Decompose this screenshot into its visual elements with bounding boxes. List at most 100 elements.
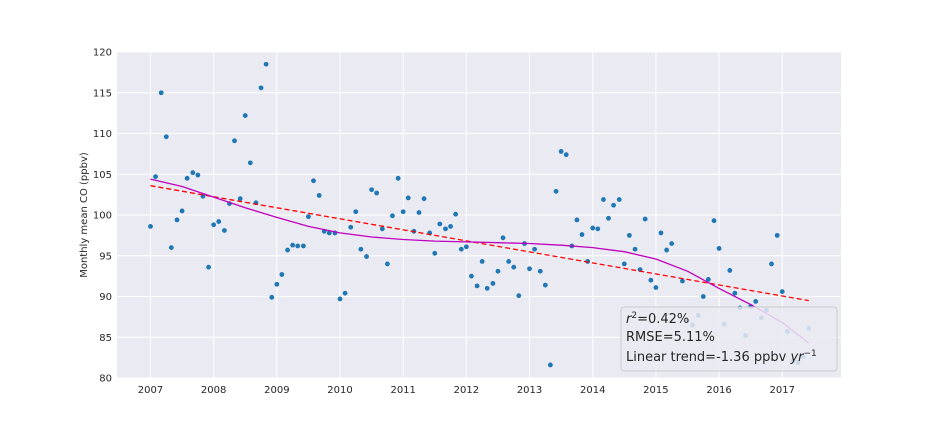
data-point (285, 247, 290, 253)
data-point (206, 264, 212, 270)
data-point (563, 152, 569, 158)
data-point (511, 264, 517, 270)
data-point (732, 290, 738, 296)
r-squared-text: r2=0.42% (626, 311, 689, 327)
data-point (337, 296, 343, 302)
data-point (384, 261, 390, 267)
data-point (527, 266, 532, 272)
data-point (532, 246, 537, 252)
data-point (700, 294, 706, 299)
data-point (184, 175, 190, 181)
y-tick-label: 120 (93, 48, 112, 59)
data-point (390, 213, 395, 219)
data-point (358, 246, 364, 252)
r2-symbol: r (626, 312, 633, 327)
x-tick-label: 2008 (201, 385, 226, 396)
data-point (295, 243, 301, 249)
trend-unit: yr (789, 350, 805, 365)
data-point (626, 232, 632, 238)
stats-annotation: r2=0.42% RMSE=5.11% Linear trend=-1.36 p… (620, 306, 838, 372)
data-point (221, 228, 227, 233)
y-tick-label: 95 (99, 251, 112, 262)
data-point (506, 259, 512, 264)
data-point (247, 160, 253, 166)
data-point (279, 272, 285, 277)
x-tick-label: 2014 (580, 385, 605, 396)
data-point (479, 259, 485, 264)
data-point (658, 230, 664, 236)
data-point (537, 268, 543, 274)
data-point (300, 243, 306, 249)
data-point (405, 195, 411, 201)
data-point (669, 241, 675, 246)
data-point (158, 90, 164, 96)
data-point (400, 209, 406, 215)
data-point (311, 178, 316, 184)
data-point (232, 138, 237, 144)
x-tick-label: 2011 (390, 385, 415, 396)
trend-exponent: −1 (803, 349, 816, 359)
data-point (547, 362, 553, 368)
data-point (484, 285, 490, 291)
stats-box (620, 306, 838, 372)
data-point (458, 246, 464, 252)
data-point (190, 170, 196, 176)
data-point (642, 216, 648, 222)
data-point (342, 290, 348, 296)
rmse-text: RMSE=5.11% (626, 330, 715, 345)
data-point (211, 222, 217, 228)
data-point (774, 232, 780, 238)
data-point (216, 219, 222, 224)
data-point (148, 224, 153, 229)
data-point (306, 214, 311, 220)
smooth-fit-curve (150, 178, 810, 344)
data-point (453, 211, 459, 217)
linear-trend-line (150, 185, 809, 302)
data-point (469, 273, 474, 279)
y-tick-label: 85 (99, 333, 112, 344)
data-point (601, 197, 606, 202)
x-tick-label: 2007 (138, 385, 163, 396)
y-tick-label: 100 (93, 211, 112, 222)
data-point (595, 226, 601, 232)
y-tick-label: 90 (99, 292, 112, 303)
data-point (516, 293, 522, 299)
data-point (590, 225, 596, 231)
x-tick-label: 2016 (706, 385, 731, 396)
data-point (705, 276, 711, 282)
data-point (443, 226, 448, 232)
data-point (437, 221, 443, 227)
data-point (621, 261, 627, 267)
y-tick-label: 80 (99, 374, 112, 385)
x-tick-label: 2017 (770, 385, 795, 396)
y-tick-label: 115 (93, 88, 112, 99)
data-point (316, 193, 322, 198)
data-point (290, 242, 296, 248)
data-point (753, 298, 759, 304)
data-point (500, 235, 506, 241)
tick-labels: 2007 2008 2009 2010 2011 2012 2013 2014 2015 2016… (93, 48, 795, 397)
x-tick-label: 2009 (264, 385, 289, 396)
data-point (653, 285, 659, 290)
data-point (611, 202, 616, 208)
data-point (727, 268, 733, 273)
y-tick-label: 110 (93, 129, 112, 140)
data-point (421, 196, 427, 202)
data-point (632, 246, 638, 252)
data-point (269, 294, 275, 300)
data-point (558, 149, 564, 154)
data-point (374, 190, 380, 196)
data-point (648, 277, 654, 283)
data-point (369, 187, 375, 193)
data-point (490, 281, 496, 286)
r2-value: =0.42% (637, 312, 689, 327)
data-point (263, 61, 269, 67)
data-point (716, 246, 722, 251)
data-point (664, 247, 670, 253)
data-point (179, 208, 185, 214)
data-point (574, 217, 580, 223)
data-point (348, 224, 354, 230)
data-point (195, 172, 201, 178)
data-point (616, 197, 622, 202)
